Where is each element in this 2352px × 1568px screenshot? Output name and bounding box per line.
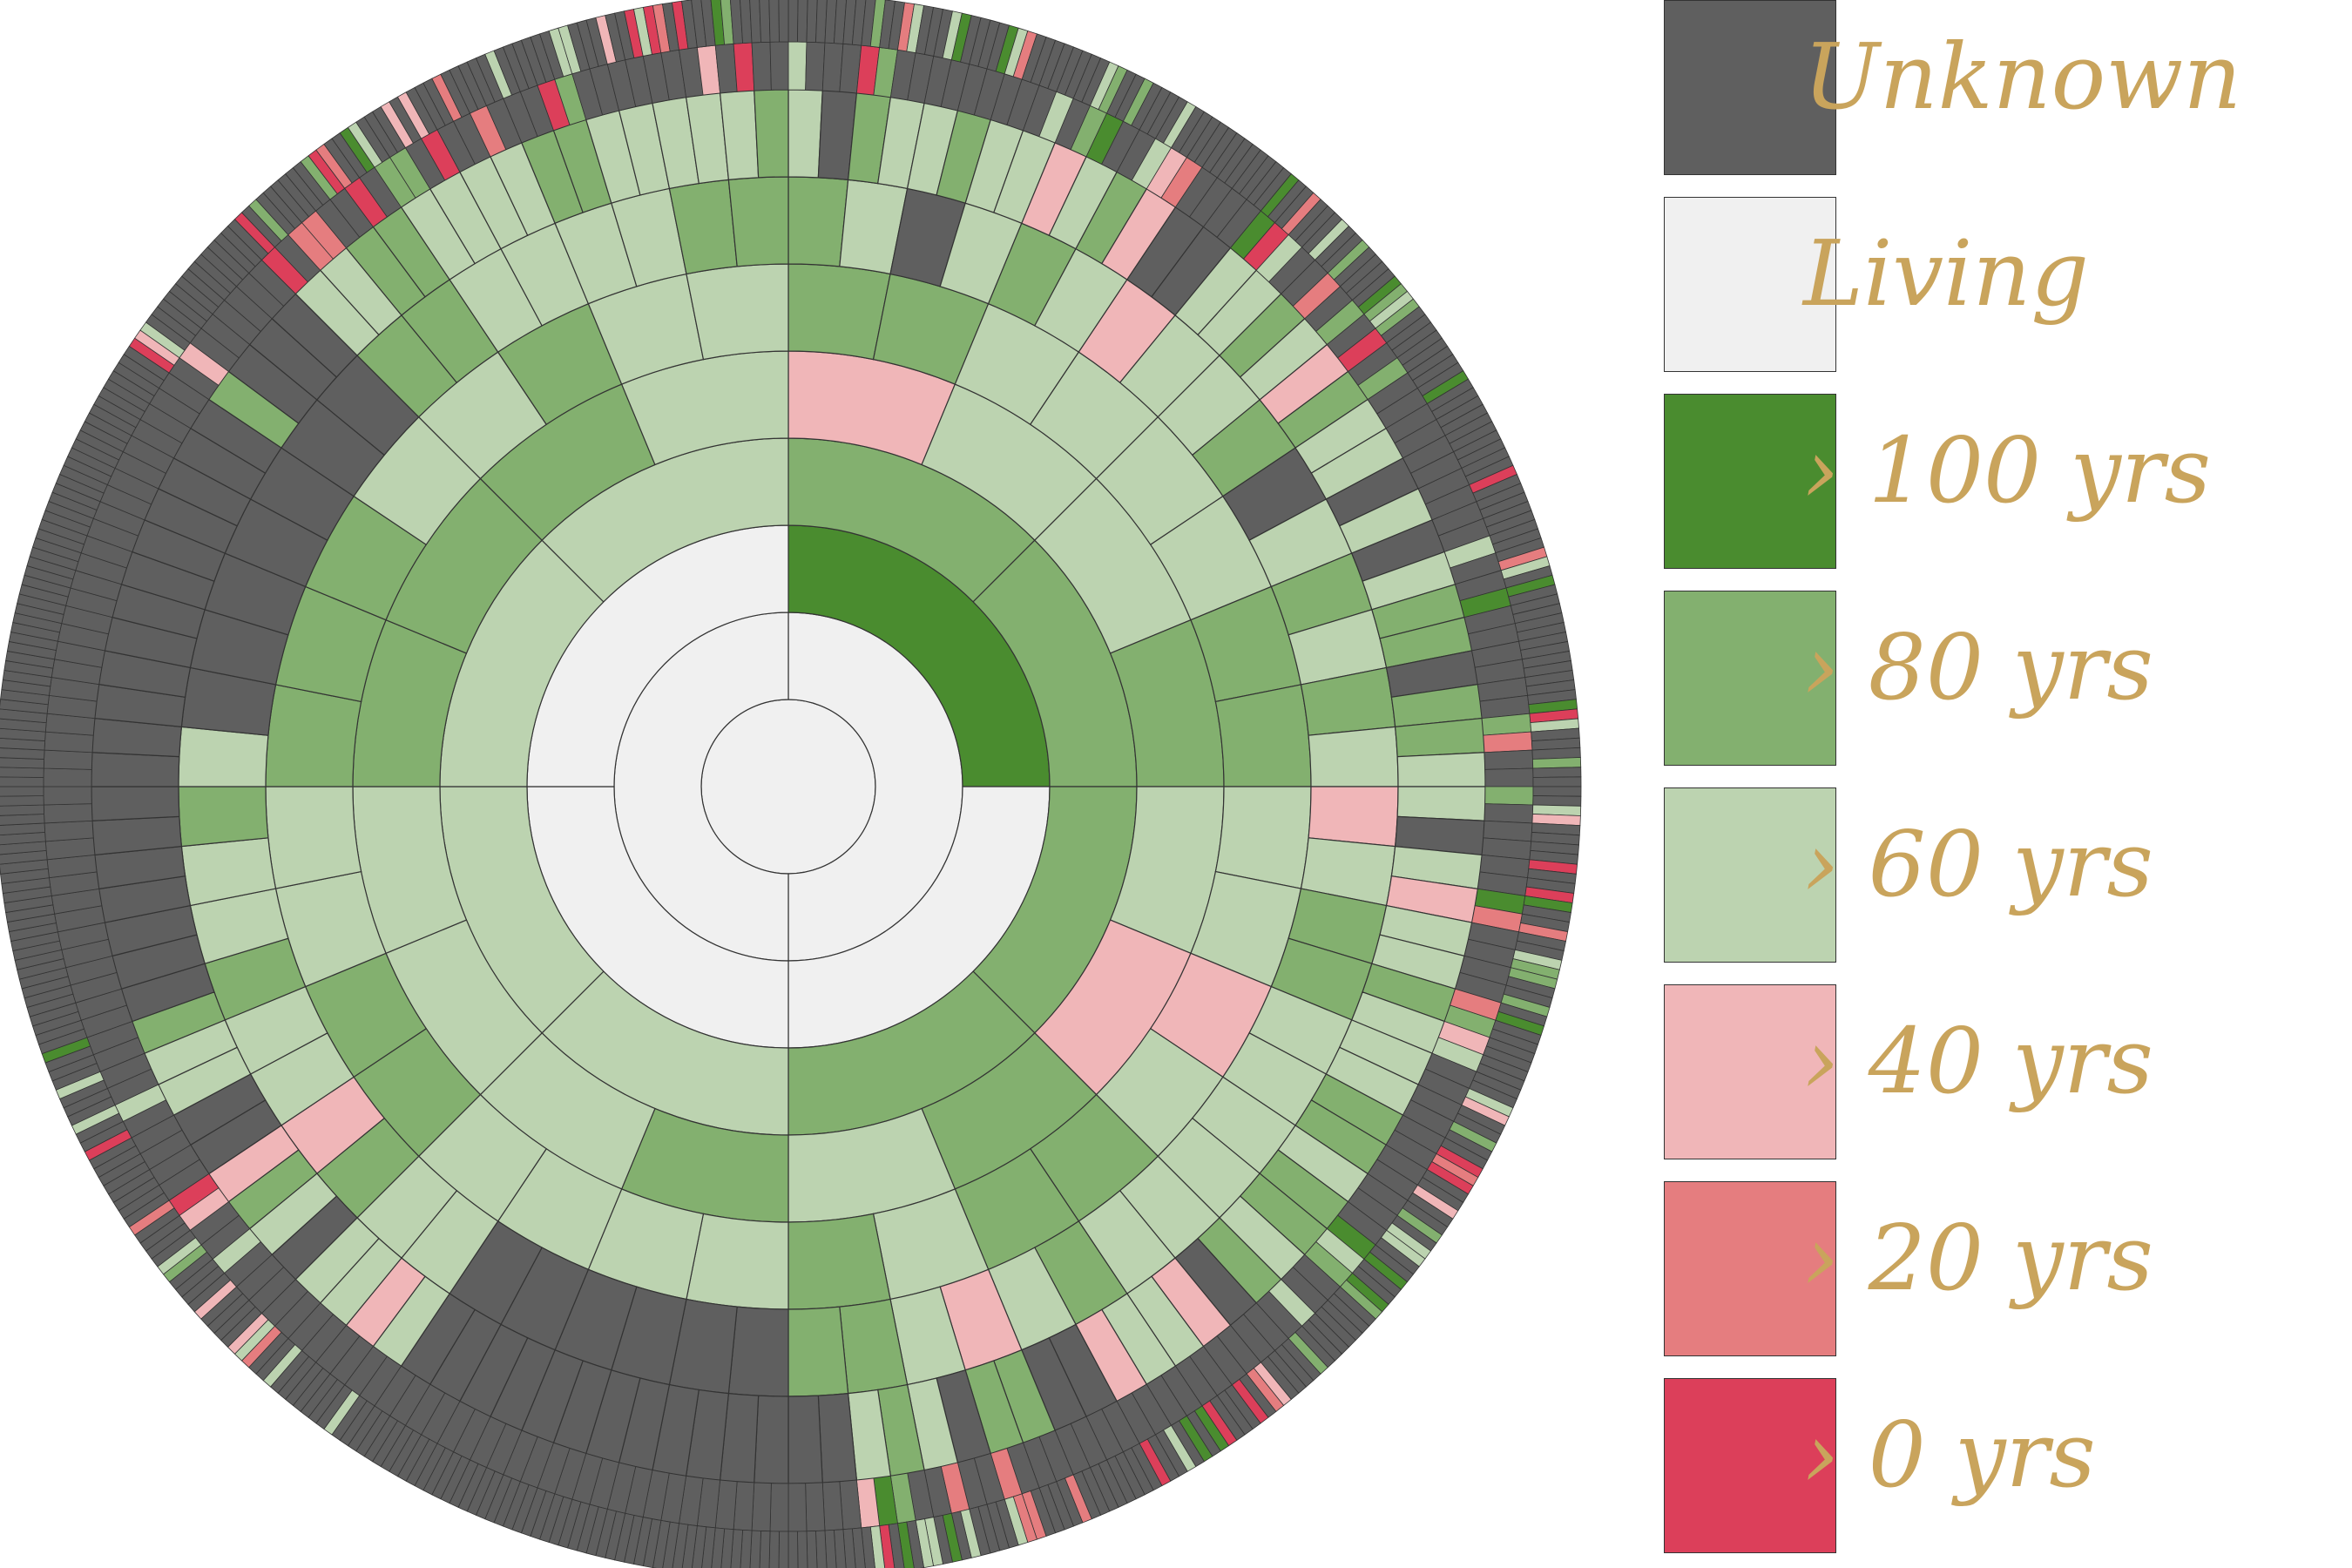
legend-label-gt0: › 0 yrs xyxy=(1803,1402,2096,1508)
ancestor-cell-g8-128 xyxy=(754,89,789,179)
ancestor-cell-g9-193 xyxy=(43,767,92,787)
legend-label-gt20: › 20 yrs xyxy=(1803,1205,2153,1311)
ancestor-cell-g9-126 xyxy=(821,1481,844,1531)
ancestor-cell-g10-383 xyxy=(0,795,44,807)
ancestor-cell-g10-130 xyxy=(1532,795,1582,807)
ancestor-cell-g9-190 xyxy=(44,820,94,842)
ancestor-cell-g8-1 xyxy=(787,89,823,179)
legend-swatch-unknown xyxy=(1664,0,1836,175)
legend-item-unknown: Unknown xyxy=(1664,0,2326,177)
ancestor-cell-g9-255 xyxy=(751,41,772,91)
ancestor-cell-g8-33 xyxy=(1396,786,1486,821)
legend-item-living: Living xyxy=(1664,197,2326,374)
ancestor-cell-g10-254 xyxy=(806,1531,818,1568)
ancestor-cell-g6-24 xyxy=(265,786,362,889)
ancestor-cell-g10-257 xyxy=(778,1531,789,1568)
ancestor-cell-g6-8 xyxy=(1214,684,1312,787)
ancestor-cell-g7-33 xyxy=(727,1306,789,1397)
ancestor-cell-g10-509 xyxy=(749,0,761,44)
ancestor-cell-g7-49 xyxy=(178,726,269,787)
ancestor-cell-g7-17 xyxy=(1308,786,1399,848)
legend-swatch-gt0 xyxy=(1664,1378,1836,1553)
ancestor-cell-g7-64 xyxy=(727,176,789,267)
ancestor-cell-g6-1 xyxy=(787,263,891,361)
legend-item-gt20: › 20 yrs xyxy=(1664,1181,2326,1358)
ancestor-cell-g9-130 xyxy=(751,1482,772,1532)
ancestor-cell-g10-256 xyxy=(787,1531,799,1568)
legend-item-gt100: › 100 yrs xyxy=(1664,394,2326,571)
ancestor-cell-g9-65 xyxy=(1484,786,1534,806)
ancestor-cell-g9-129 xyxy=(769,1483,789,1532)
legend-swatch-gt40 xyxy=(1664,984,1836,1159)
ancestor-cell-g10-2 xyxy=(797,0,808,43)
ancestor-cell-g10-1 xyxy=(787,0,799,43)
legend-swatch-gt60 xyxy=(1664,787,1836,963)
ancestor-cell-g10-126 xyxy=(1532,757,1582,769)
legend-label-unknown: Unknown xyxy=(1803,24,2242,130)
ancestor-cell-g10-385 xyxy=(0,776,44,787)
ancestor-cell-g9-64 xyxy=(1484,767,1534,787)
ancestor-cell-g9-192 xyxy=(43,786,92,806)
ancestor-cell-g10-386 xyxy=(0,767,44,778)
fan-chart xyxy=(0,0,1582,1568)
ancestor-cell-g9-191 xyxy=(43,803,93,824)
ancestor-cell-g7-16 xyxy=(1308,726,1399,787)
ancestor-cell-g9-63 xyxy=(1484,749,1534,770)
ancestor-cell-g10-129 xyxy=(1532,786,1582,797)
ancestor-rings xyxy=(0,0,1582,1568)
ancestor-cell-g10-384 xyxy=(0,786,44,797)
ancestor-cell-g10-382 xyxy=(0,804,44,816)
ancestor-cell-g9-128 xyxy=(787,1483,808,1532)
legend-label-gt60: › 60 yrs xyxy=(1803,811,2153,917)
ancestor-cell-g1-1 xyxy=(700,699,876,875)
ancestor-cell-g6-17 xyxy=(686,1213,789,1310)
ancestor-cell-g9-1 xyxy=(787,41,808,91)
ancestor-cell-g6-32 xyxy=(686,263,789,361)
legend-label-living: Living xyxy=(1803,220,2089,327)
ancestor-cell-g10-510 xyxy=(759,0,771,43)
legend-swatch-gt100 xyxy=(1664,394,1836,569)
ancestor-cell-g7-32 xyxy=(787,1306,849,1397)
legend-item-gt0: › 0 yrs xyxy=(1664,1378,2326,1555)
ancestor-cell-g10-258 xyxy=(768,1531,780,1568)
ancestor-cell-g6-25 xyxy=(265,684,362,787)
ancestor-cell-g9-194 xyxy=(43,749,93,770)
ancestor-cell-g9-254 xyxy=(733,42,755,92)
ancestor-cell-g7-48 xyxy=(178,786,269,848)
ancestor-cell-g10-128 xyxy=(1532,776,1582,787)
ancestor-cell-g9-127 xyxy=(805,1482,826,1532)
legend-swatch-gt80 xyxy=(1664,591,1836,766)
ancestor-cell-g10-512 xyxy=(778,0,789,43)
ancestor-cell-g9-256 xyxy=(769,41,789,91)
legend-label-gt40: › 40 yrs xyxy=(1803,1008,2153,1114)
ancestor-cell-g7-1 xyxy=(787,176,849,267)
ancestor-cell-g9-66 xyxy=(1484,803,1534,824)
ancestor-cell-g8-65 xyxy=(754,1395,789,1484)
ancestor-cell-g10-127 xyxy=(1532,767,1582,778)
ancestor-cell-g8-32 xyxy=(1396,752,1486,787)
legend: Unknown Living › 100 yrs › 80 yrs › 60 yrs › … xyxy=(1664,0,2326,1568)
ancestor-cell-g10-255 xyxy=(797,1531,808,1568)
ancestor-cell-g10-511 xyxy=(768,0,780,43)
legend-label-gt100: › 100 yrs xyxy=(1803,417,2212,524)
legend-swatch-living xyxy=(1664,197,1836,372)
legend-item-gt80: › 80 yrs xyxy=(1664,591,2326,767)
legend-label-gt80: › 80 yrs xyxy=(1803,614,2153,720)
ancestor-cell-g8-96 xyxy=(91,786,180,821)
ancestor-cell-g8-64 xyxy=(787,1395,823,1484)
legend-item-gt40: › 40 yrs xyxy=(1664,984,2326,1161)
legend-swatch-gt20 xyxy=(1664,1181,1836,1356)
legend-item-gt60: › 60 yrs xyxy=(1664,787,2326,964)
ancestor-cell-g6-9 xyxy=(1214,786,1312,889)
ancestor-cell-g8-97 xyxy=(91,752,180,787)
ancestor-cell-g6-16 xyxy=(787,1213,891,1310)
ancestor-cell-g9-2 xyxy=(805,41,826,91)
ancestor-cell-g9-62 xyxy=(1483,731,1533,754)
